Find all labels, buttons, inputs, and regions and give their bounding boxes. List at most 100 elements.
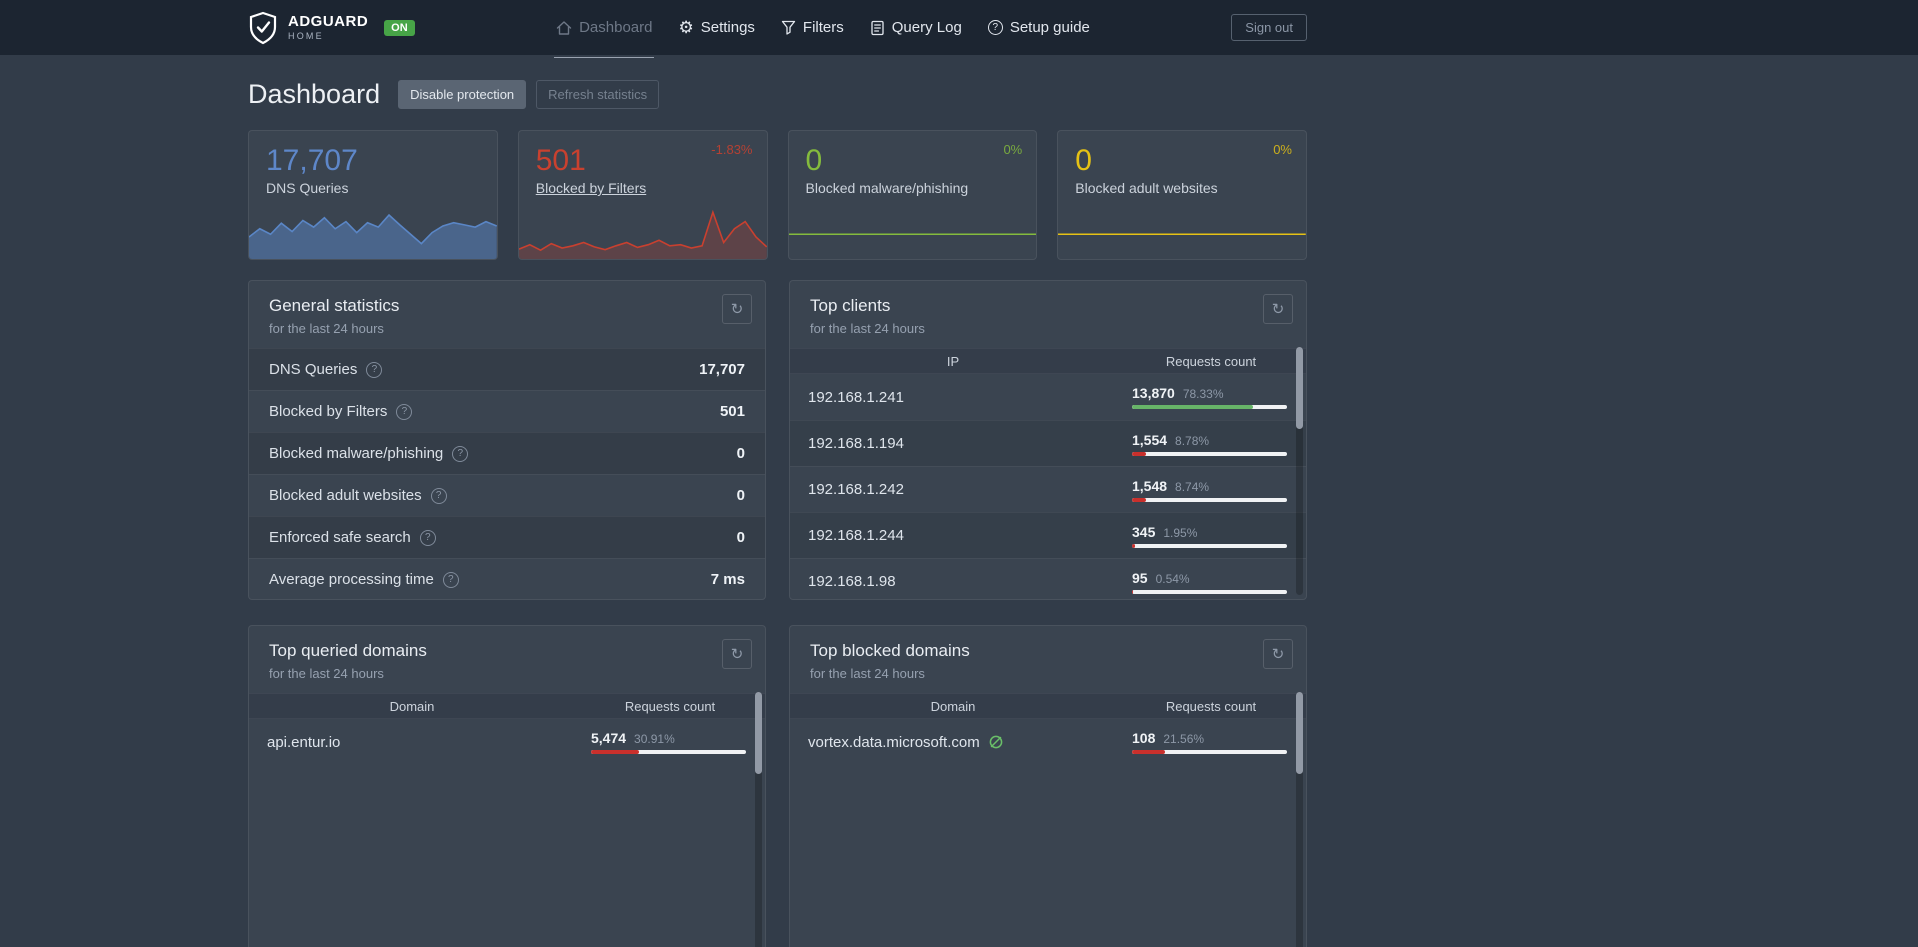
request-percent: 30.91% — [634, 732, 675, 746]
progress-bar — [591, 750, 746, 754]
progress-bar — [1132, 451, 1287, 456]
progress-bar — [1132, 589, 1287, 594]
general-statistics-card: General statistics for the last 24 hours… — [248, 280, 766, 600]
domain-name[interactable]: api.entur.io — [267, 733, 341, 751]
client-row: 192.168.1.242 1,548 8.74% — [790, 466, 1306, 512]
nav-label: Settings — [700, 19, 755, 36]
refresh-card-button[interactable]: ↻ — [1263, 639, 1293, 669]
request-count: 345 — [1132, 523, 1156, 540]
blocked-by-filters-sparkline — [518, 204, 767, 259]
general-statistics-header: General statistics for the last 24 hours… — [249, 281, 765, 348]
nav-item-filters[interactable]: Filters — [781, 0, 844, 55]
progress-bar-fill — [1132, 543, 1136, 548]
stat-row-label: Average processing time ? — [269, 571, 459, 588]
client-ip[interactable]: 192.168.1.244 — [808, 527, 904, 544]
stat-row-value: 17,707 — [699, 361, 745, 378]
domain-row: vortex.data.microsoft.com 108 21.56% — [790, 719, 1306, 765]
blocked-adult-delta: 0% — [1273, 142, 1292, 157]
home-icon — [556, 20, 572, 36]
top-queried-domains-card: Top queried domains for the last 24 hour… — [248, 625, 766, 947]
progress-bar-fill — [1132, 497, 1146, 502]
request-percent: 1.95% — [1163, 525, 1198, 540]
card-title: Top blocked domains — [810, 641, 970, 660]
question-circle-icon[interactable]: ? — [442, 571, 459, 588]
refresh-card-button[interactable]: ↻ — [722, 294, 752, 324]
question-circle-icon[interactable]: ? — [419, 529, 436, 546]
top-clients-card: Top clients for the last 24 hours ↻ IP R… — [789, 280, 1307, 600]
gear-icon: ⚙ — [678, 18, 694, 37]
refresh-icon: ↻ — [730, 645, 744, 663]
blocked-filters-label: Blocked by Filters — [536, 180, 750, 196]
nav-item-settings[interactable]: ⚙ Settings — [678, 0, 754, 55]
request-percent: 78.33% — [1182, 387, 1224, 401]
card-subtitle: for the last 24 hours — [269, 666, 384, 681]
stat-card-blocked-adult: 0 Blocked adult websites 0% — [1057, 130, 1307, 260]
card-title: General statistics — [269, 296, 400, 315]
refresh-statistics-button[interactable]: Refresh statistics — [536, 80, 660, 109]
progress-bar — [1132, 405, 1287, 409]
help-icon: ? — [987, 20, 1003, 35]
client-ip[interactable]: 192.168.1.194 — [808, 435, 904, 452]
scrollbar[interactable] — [755, 692, 762, 947]
question-circle-icon[interactable]: ? — [396, 403, 413, 420]
client-ip[interactable]: 192.168.1.241 — [808, 388, 904, 406]
stat-row-label: DNS Queries ? — [269, 361, 383, 378]
scrollbar[interactable] — [1296, 692, 1303, 947]
nav-item-dashboard[interactable]: Dashboard — [554, 0, 655, 58]
request-count: 108 — [1132, 730, 1156, 746]
blocked-malware-delta: 0% — [1003, 142, 1023, 157]
refresh-card-button[interactable]: ↻ — [722, 639, 752, 669]
client-ip[interactable]: 192.168.1.242 — [808, 481, 904, 498]
stat-list-row: DNS Queries ? 17,707 — [249, 348, 765, 390]
column-header-requests: Requests count — [1165, 698, 1257, 714]
blocked-filters-link[interactable]: Blocked by Filters — [535, 180, 647, 196]
blocked-malware-label: Blocked malware/phishing — [805, 180, 969, 196]
stat-card-dns-queries: 17,707 DNS Queries — [248, 130, 498, 260]
blocked-adult-label: Blocked adult websites — [1075, 180, 1218, 196]
stat-list-row: Average processing time ? 7 ms — [249, 558, 765, 599]
refresh-card-button[interactable]: ↻ — [1263, 294, 1293, 324]
top-navbar: ADGUARD HOME ON Dashboard ⚙ Settings — [0, 0, 1918, 58]
domain-name[interactable]: vortex.data.microsoft.com — [808, 734, 1132, 751]
sign-out-button[interactable]: Sign out — [1231, 14, 1307, 41]
stat-list-row: Blocked adult websites ? 0 — [249, 474, 765, 516]
scrollbar[interactable] — [1296, 347, 1303, 595]
stat-row-label: Blocked adult websites ? — [269, 487, 447, 504]
progress-bar-fill — [1132, 451, 1146, 456]
clients-table-header: IP Requests count — [790, 348, 1306, 374]
column-header-requests: Requests count — [624, 698, 716, 714]
card-subtitle: for the last 24 hours — [810, 666, 925, 681]
progress-bar — [1132, 497, 1287, 502]
middle-row: General statistics for the last 24 hours… — [248, 280, 1307, 600]
client-ip[interactable]: 192.168.1.98 — [808, 573, 896, 590]
scrollbar-thumb[interactable] — [755, 692, 762, 774]
progress-bar — [1132, 750, 1287, 754]
question-circle-icon[interactable]: ? — [366, 361, 383, 378]
stat-row-value: 0 — [736, 445, 745, 462]
client-row: 192.168.1.194 1,554 8.78% — [790, 420, 1306, 466]
queried-table-body: api.entur.io 5,474 30.91% — [249, 719, 765, 765]
question-circle-icon[interactable]: ? — [430, 487, 447, 504]
top-blocked-domains-card: Top blocked domains for the last 24 hour… — [789, 625, 1307, 947]
request-percent: 21.56% — [1163, 732, 1205, 746]
client-count-cell: 13,870 78.33% — [1132, 385, 1287, 409]
client-count-cell: 1,554 8.78% — [1132, 432, 1287, 456]
disable-protection-button[interactable]: Disable protection — [398, 80, 527, 109]
blocked-malware-sparkline — [789, 204, 1037, 259]
card-subtitle: for the last 24 hours — [269, 321, 384, 336]
refresh-icon: ↻ — [1271, 300, 1285, 318]
question-circle-icon[interactable]: ? — [452, 445, 469, 462]
nav-item-setup-guide[interactable]: ? Setup guide — [987, 0, 1090, 55]
client-row: 192.168.1.98 95 0.54% — [790, 558, 1306, 599]
scrollbar-thumb[interactable] — [1296, 692, 1303, 774]
client-row: 192.168.1.241 13,870 78.33% — [790, 374, 1306, 420]
nav-item-query-log[interactable]: Query Log — [870, 0, 962, 55]
blocked-adult-value: 0 — [1075, 144, 1092, 177]
request-count: 1,548 — [1132, 477, 1168, 494]
scrollbar-thumb[interactable] — [1296, 347, 1303, 429]
stat-row-value: 7 ms — [710, 571, 745, 588]
protection-status-badge: ON — [384, 19, 415, 36]
request-percent: 8.74% — [1175, 479, 1210, 494]
request-count: 5,474 — [591, 730, 627, 746]
tracker-icon[interactable] — [988, 734, 1004, 750]
